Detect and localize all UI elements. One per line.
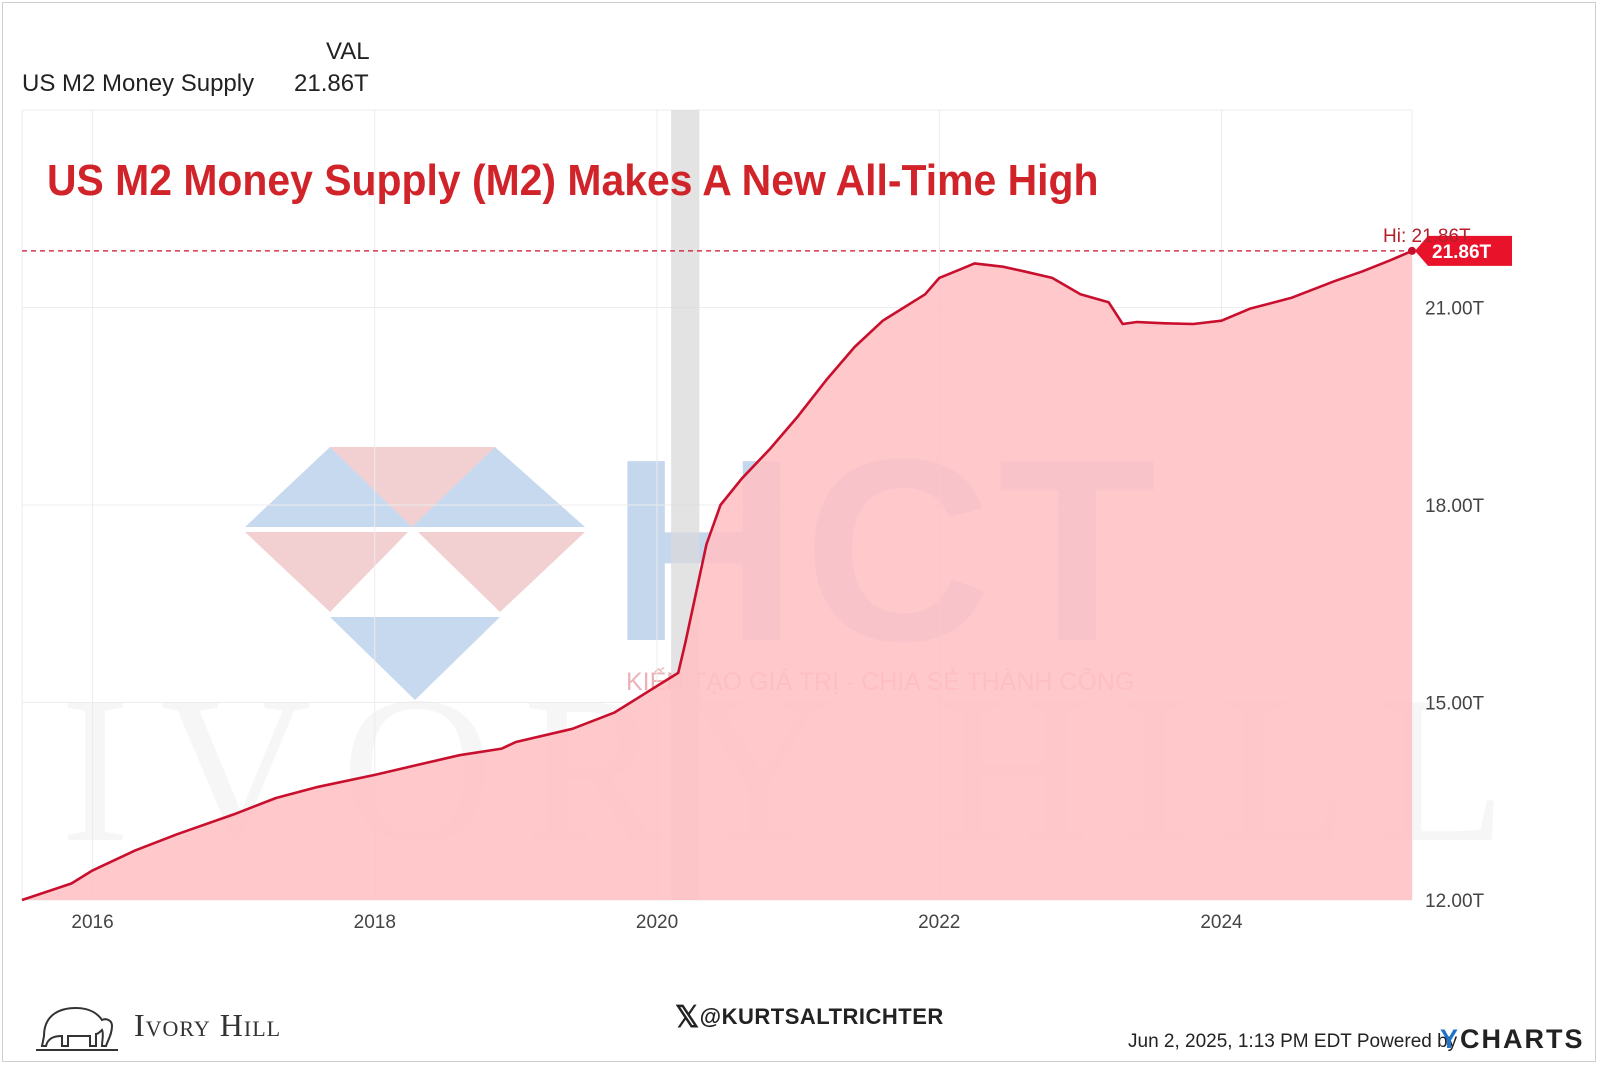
y-tick-label: 18.00T (1425, 496, 1485, 517)
high-line-layer: 21.86T (22, 235, 1512, 266)
handle-text: @KURTSALTRICHTER (699, 1004, 944, 1029)
y-tick-label: 21.00T (1425, 299, 1485, 320)
y-ticks-layer: 12.00T 15.00T 18.00T 21.00T (1425, 299, 1485, 913)
legend-column-header: VAL (326, 38, 370, 65)
line-layer (21, 249, 1413, 902)
diamond-top-right (412, 447, 585, 527)
last-value-label: 21.86T (1432, 242, 1492, 263)
x-ticks-layer: 2016 2018 2020 2022 2024 (71, 912, 1243, 933)
brand-name: Ivory Hill (134, 1006, 282, 1043)
hct-diamond-icon (245, 447, 585, 700)
ycharts-logo[interactable]: YCHARTS (1440, 1024, 1585, 1055)
x-tick-label: 2016 (71, 912, 113, 933)
x-tick-label: 2022 (918, 912, 960, 933)
ycharts-rest: CHARTS (1460, 1024, 1585, 1054)
high-value-label: Hi: 21.86T (1383, 226, 1471, 247)
diamond-top-left (245, 447, 412, 527)
diamond-mid-right (418, 532, 585, 612)
series-area (22, 250, 1412, 900)
ycharts-y: Y (1440, 1024, 1461, 1054)
last-value-flag (1415, 235, 1512, 266)
legend-series-name: US M2 Money Supply (22, 70, 255, 97)
diamond-bottom (330, 617, 500, 700)
area-layer (22, 250, 1412, 900)
series-line (21, 249, 1413, 902)
last-point-marker (1408, 246, 1416, 255)
x-logo-icon: 𝕏 (675, 1001, 700, 1034)
y-tick-label: 15.00T (1425, 694, 1485, 715)
ivory-hill-logo: Ivory Hill (34, 996, 281, 1054)
x-tick-label: 2020 (636, 912, 678, 933)
timestamp-powered-by: Jun 2, 2025, 1:13 PM EDT Powered by (1128, 1031, 1458, 1052)
legend-series-value: 21.86T (294, 70, 369, 97)
x-tick-label: 2024 (1200, 912, 1243, 933)
diamond-mid-left (245, 532, 408, 612)
diamond-top-center (330, 447, 495, 527)
x-tick-label: 2018 (354, 912, 396, 933)
chart-title: US M2 Money Supply (M2) Makes A New All-… (47, 157, 1098, 206)
social-handle[interactable]: 𝕏@KURTSALTRICHTER (675, 1000, 944, 1035)
y-tick-label: 12.00T (1425, 891, 1485, 912)
elephant-icon (36, 1006, 118, 1051)
